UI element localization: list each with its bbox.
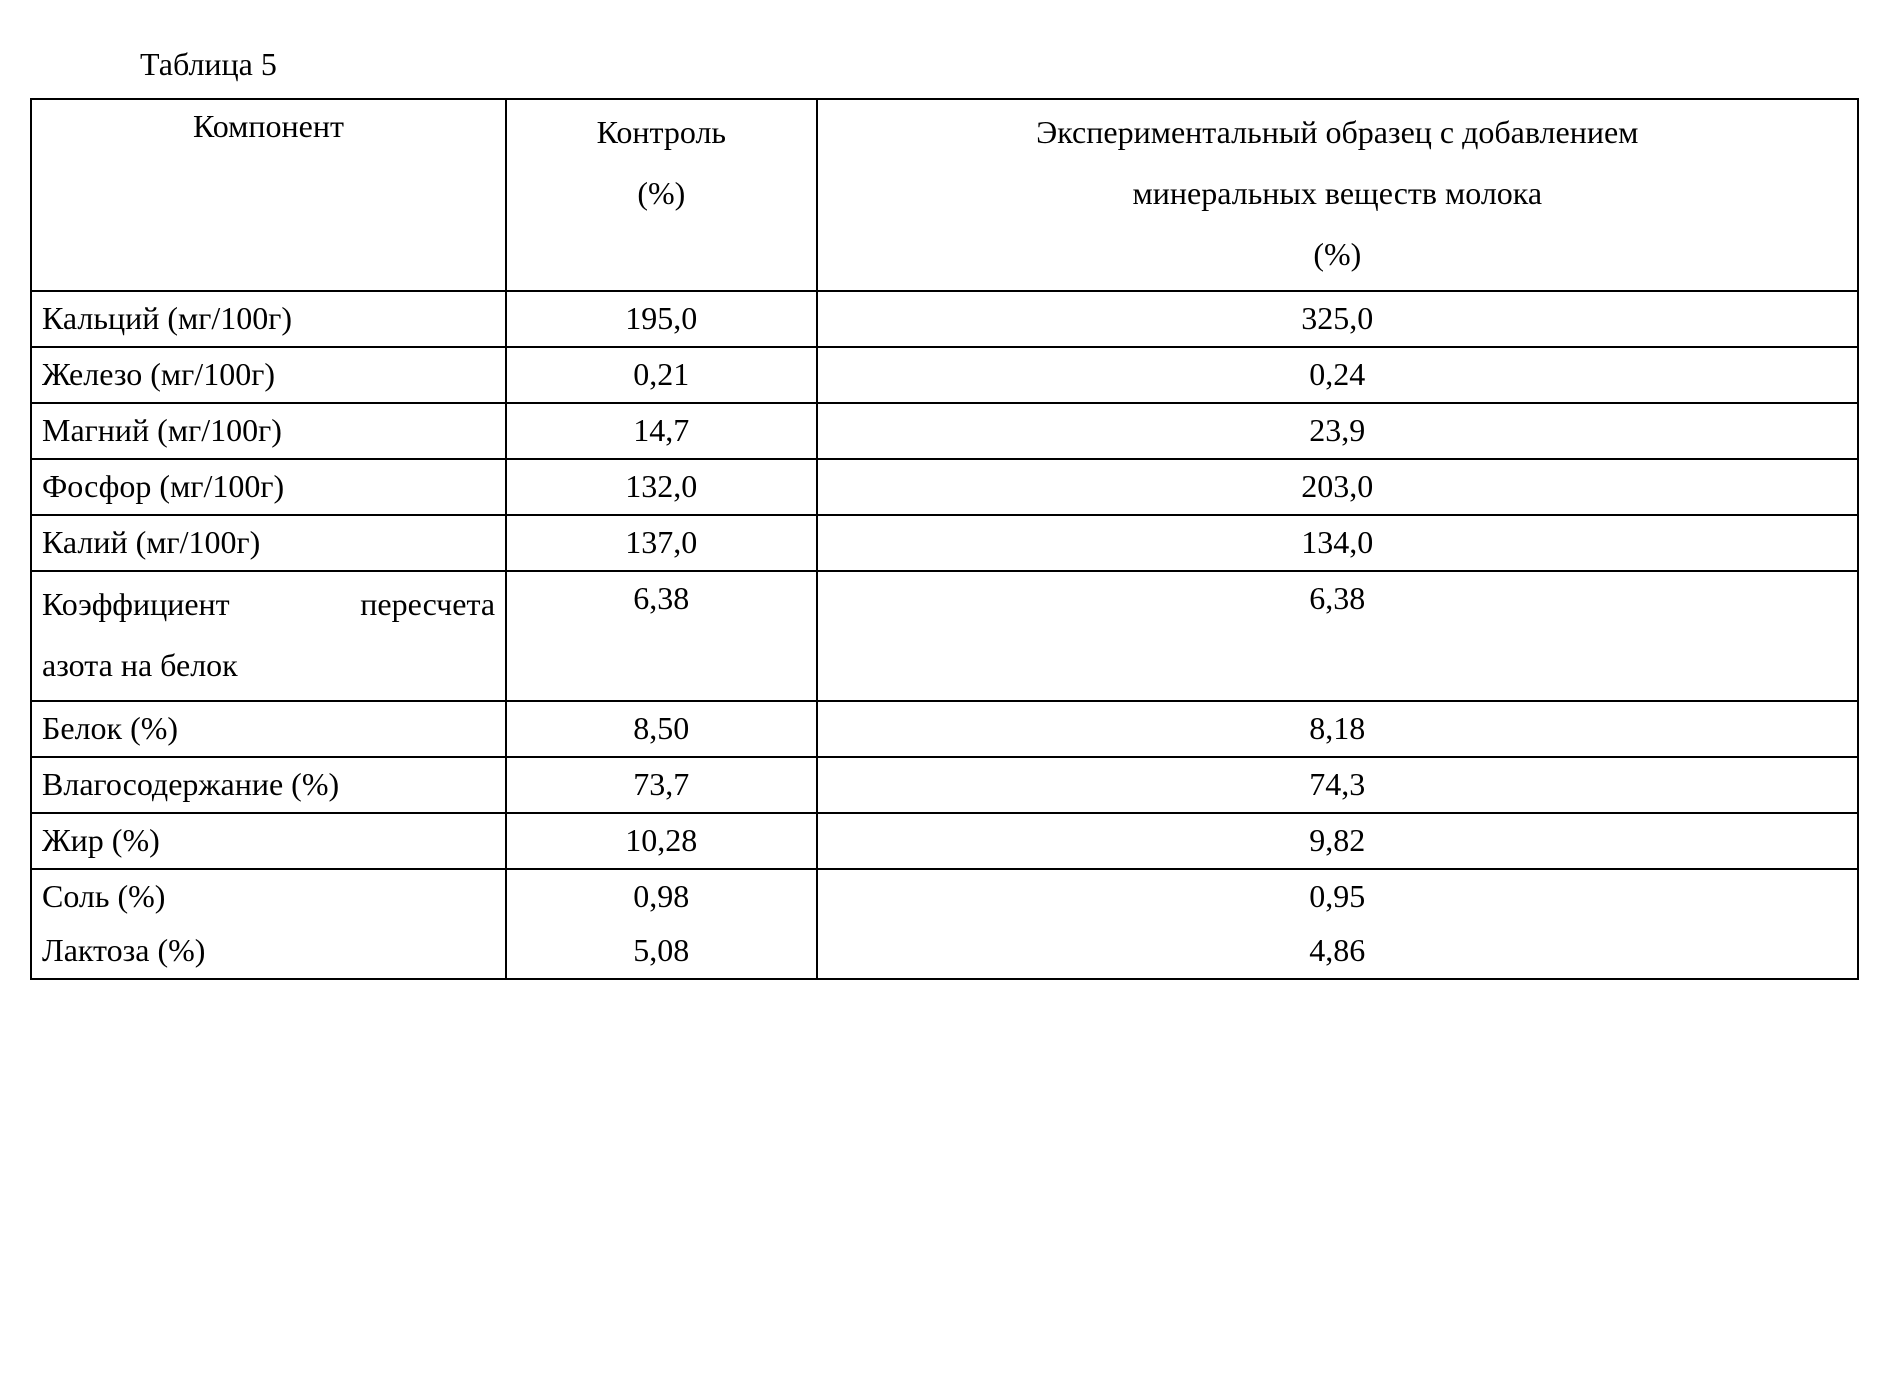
cell-component: Жир (%) xyxy=(31,813,506,869)
cell-exp: 0,24 xyxy=(817,347,1858,403)
header-row: Компонент Контроль (%) Экспериментальный… xyxy=(31,99,1858,291)
table-row: Лактоза (%) 5,08 4,86 xyxy=(31,924,1858,979)
cell-control: 0,21 xyxy=(506,347,817,403)
cell-control: 14,7 xyxy=(506,403,817,459)
cell-exp: 6,38 xyxy=(817,571,1858,701)
cell-control: 137,0 xyxy=(506,515,817,571)
cell-exp: 203,0 xyxy=(817,459,1858,515)
cell-exp: 0,95 xyxy=(817,869,1858,924)
header-control-line1: Контроль xyxy=(597,114,726,150)
cell-control: 5,08 xyxy=(506,924,817,979)
header-control: Контроль (%) xyxy=(506,99,817,291)
coef-line2: азота на белок xyxy=(42,647,238,683)
table-row: Коэффициент пересчета азота на белок 6,3… xyxy=(31,571,1858,701)
cell-control: 0,98 xyxy=(506,869,817,924)
table-row: Влагосодержание (%) 73,7 74,3 xyxy=(31,757,1858,813)
cell-exp: 23,9 xyxy=(817,403,1858,459)
table-row: Белок (%) 8,50 8,18 xyxy=(31,701,1858,757)
cell-control: 6,38 xyxy=(506,571,817,701)
cell-exp: 134,0 xyxy=(817,515,1858,571)
cell-control: 8,50 xyxy=(506,701,817,757)
table-row: Кальций (мг/100г) 195,0 325,0 xyxy=(31,291,1858,347)
header-control-line2: (%) xyxy=(637,175,685,211)
cell-component: Влагосодержание (%) xyxy=(31,757,506,813)
header-component: Компонент xyxy=(31,99,506,291)
cell-control: 132,0 xyxy=(506,459,817,515)
cell-control: 73,7 xyxy=(506,757,817,813)
cell-exp: 8,18 xyxy=(817,701,1858,757)
cell-control: 10,28 xyxy=(506,813,817,869)
cell-exp: 4,86 xyxy=(817,924,1858,979)
table-caption: Таблица 5 xyxy=(140,40,1859,88)
table-row: Фосфор (мг/100г) 132,0 203,0 xyxy=(31,459,1858,515)
cell-component: Кальций (мг/100г) xyxy=(31,291,506,347)
header-experimental: Экспериментальный образец с добавлением … xyxy=(817,99,1858,291)
table-row: Магний (мг/100г) 14,7 23,9 xyxy=(31,403,1858,459)
cell-exp: 74,3 xyxy=(817,757,1858,813)
coef-word1: Коэффициент xyxy=(42,586,230,622)
cell-control: 195,0 xyxy=(506,291,817,347)
cell-component: Соль (%) xyxy=(31,869,506,924)
table-row: Железо (мг/100г) 0,21 0,24 xyxy=(31,347,1858,403)
header-exp-line1: Экспериментальный образец с добавлением xyxy=(1036,114,1638,150)
cell-component: Магний (мг/100г) xyxy=(31,403,506,459)
header-exp-line3: (%) xyxy=(1313,236,1361,272)
cell-component: Калий (мг/100г) xyxy=(31,515,506,571)
table-row: Соль (%) 0,98 0,95 xyxy=(31,869,1858,924)
cell-exp: 9,82 xyxy=(817,813,1858,869)
cell-component: Белок (%) xyxy=(31,701,506,757)
cell-component: Фосфор (мг/100г) xyxy=(31,459,506,515)
cell-exp: 325,0 xyxy=(817,291,1858,347)
cell-component: Коэффициент пересчета азота на белок xyxy=(31,571,506,701)
header-exp-line2: минеральных веществ молока xyxy=(1133,175,1543,211)
cell-component: Лактоза (%) xyxy=(31,924,506,979)
table-row: Калий (мг/100г) 137,0 134,0 xyxy=(31,515,1858,571)
table-row: Жир (%) 10,28 9,82 xyxy=(31,813,1858,869)
cell-component: Железо (мг/100г) xyxy=(31,347,506,403)
coef-word2: пересчета xyxy=(360,586,495,622)
data-table: Компонент Контроль (%) Экспериментальный… xyxy=(30,98,1859,980)
